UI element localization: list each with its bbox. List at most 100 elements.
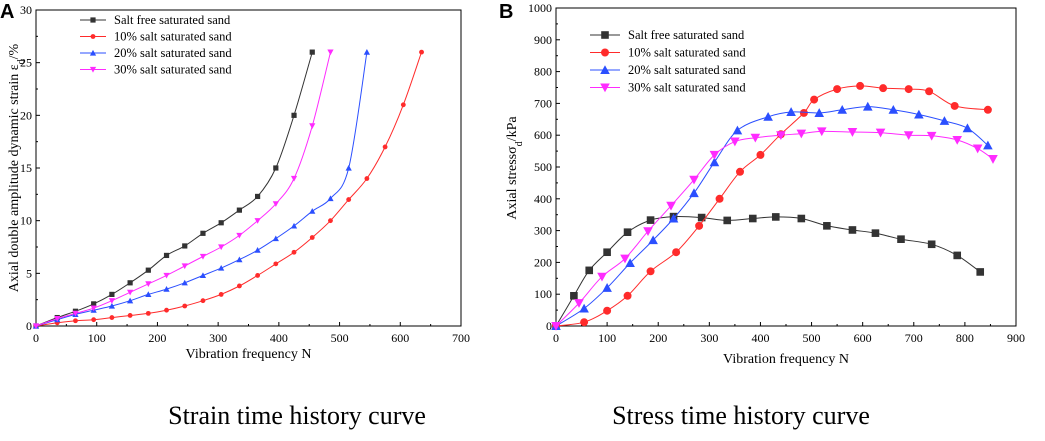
legend-label: Salt free saturated sand bbox=[114, 13, 231, 27]
data-point bbox=[345, 164, 352, 171]
data-point bbox=[32, 323, 40, 330]
data-point bbox=[689, 188, 699, 198]
data-point bbox=[833, 85, 842, 94]
x-tick-label: 100 bbox=[88, 331, 106, 345]
data-point bbox=[400, 102, 406, 108]
data-point bbox=[579, 303, 589, 313]
data-point bbox=[950, 101, 959, 110]
data-point bbox=[164, 307, 169, 313]
data-point bbox=[145, 291, 152, 297]
data-point bbox=[603, 248, 611, 257]
series-2 bbox=[33, 49, 424, 329]
legend-label: 10% salt saturated sand bbox=[114, 30, 232, 44]
series-line bbox=[555, 85, 988, 327]
data-point bbox=[309, 208, 316, 214]
x-tick-label: 200 bbox=[148, 331, 166, 345]
data-point bbox=[327, 195, 334, 202]
x-tick-label: 0 bbox=[33, 331, 39, 345]
y-tick-label: 25 bbox=[20, 56, 32, 70]
data-point bbox=[570, 291, 578, 300]
data-point bbox=[962, 123, 973, 133]
data-point bbox=[585, 266, 594, 275]
data-point bbox=[309, 235, 315, 240]
y-axis-label-unit: /kPa bbox=[505, 116, 520, 142]
x-tick-label: 800 bbox=[956, 331, 974, 345]
y-axis-label-subscript: d bbox=[16, 59, 27, 64]
data-point bbox=[199, 272, 207, 279]
x-tick-label: 600 bbox=[391, 331, 409, 345]
legend-marker bbox=[600, 83, 610, 93]
data-point bbox=[620, 254, 630, 264]
data-point bbox=[108, 302, 116, 309]
data-point bbox=[796, 129, 807, 139]
legend-entry-2: 10% salt saturated sand bbox=[80, 30, 232, 44]
data-point bbox=[988, 155, 998, 164]
data-point bbox=[236, 256, 243, 263]
data-point bbox=[750, 133, 761, 143]
data-point bbox=[290, 222, 298, 229]
data-point bbox=[91, 317, 97, 323]
data-point bbox=[736, 167, 744, 176]
data-point bbox=[848, 226, 857, 234]
y-axis-label: Axial double amplitude dynamic strain εd… bbox=[7, 43, 27, 292]
data-point bbox=[309, 49, 315, 55]
data-point bbox=[888, 104, 899, 114]
legend-label: 30% salt saturated sand bbox=[628, 81, 746, 95]
data-point bbox=[776, 131, 786, 140]
data-point bbox=[145, 281, 152, 287]
x-tick-label: 400 bbox=[270, 331, 288, 345]
legend-marker bbox=[601, 48, 609, 57]
data-point bbox=[904, 85, 913, 94]
plot-frame bbox=[35, 9, 462, 327]
data-point bbox=[580, 318, 589, 327]
plot-frame bbox=[555, 7, 1017, 327]
data-point bbox=[145, 267, 151, 273]
data-point bbox=[799, 108, 808, 117]
legend-marker bbox=[90, 17, 96, 23]
data-point bbox=[272, 201, 279, 207]
series-3 bbox=[32, 49, 371, 329]
data-point bbox=[126, 289, 134, 296]
data-point bbox=[90, 305, 97, 312]
data-point bbox=[709, 157, 720, 167]
y-axis-label-subscript: d bbox=[514, 141, 525, 146]
series-2 bbox=[552, 81, 992, 330]
data-point bbox=[163, 272, 170, 279]
x-axis-label: Vibration frequency N bbox=[723, 352, 849, 367]
data-point bbox=[602, 283, 612, 292]
data-point bbox=[953, 251, 962, 260]
y-tick-label: 0 bbox=[26, 319, 32, 333]
data-point bbox=[709, 150, 720, 160]
series-line bbox=[555, 130, 994, 327]
y-tick-label: 700 bbox=[534, 96, 552, 110]
series-4 bbox=[551, 127, 998, 331]
panel-a-letter: A bbox=[0, 1, 14, 23]
legend-entry-1: Salt free saturated sand bbox=[80, 13, 231, 27]
series-line bbox=[35, 52, 368, 327]
y-axis-label-unit: /% bbox=[7, 43, 22, 59]
data-point bbox=[327, 49, 334, 56]
y-tick-label: 400 bbox=[534, 192, 552, 206]
data-point bbox=[856, 81, 865, 90]
y-tick-label: 600 bbox=[534, 128, 552, 142]
legend-entry-3: 20% salt saturated sand bbox=[80, 46, 232, 60]
data-point bbox=[732, 125, 743, 135]
data-point bbox=[723, 216, 732, 225]
data-point bbox=[871, 229, 880, 237]
y-tick-label: 800 bbox=[534, 65, 552, 79]
data-point bbox=[914, 109, 924, 119]
data-point bbox=[983, 140, 993, 150]
data-point bbox=[927, 240, 936, 249]
y-tick-label: 15 bbox=[20, 161, 32, 175]
y-tick-label: 100 bbox=[534, 287, 552, 301]
data-point bbox=[91, 301, 97, 307]
data-point bbox=[623, 228, 632, 236]
y-tick-label: 0 bbox=[546, 319, 552, 333]
data-point bbox=[897, 235, 905, 243]
x-tick-label: 300 bbox=[700, 331, 718, 345]
y-tick-label: 300 bbox=[534, 224, 552, 238]
x-tick-label: 900 bbox=[1007, 331, 1025, 345]
data-point bbox=[623, 291, 632, 300]
legend-label: 10% salt saturated sand bbox=[628, 46, 746, 60]
